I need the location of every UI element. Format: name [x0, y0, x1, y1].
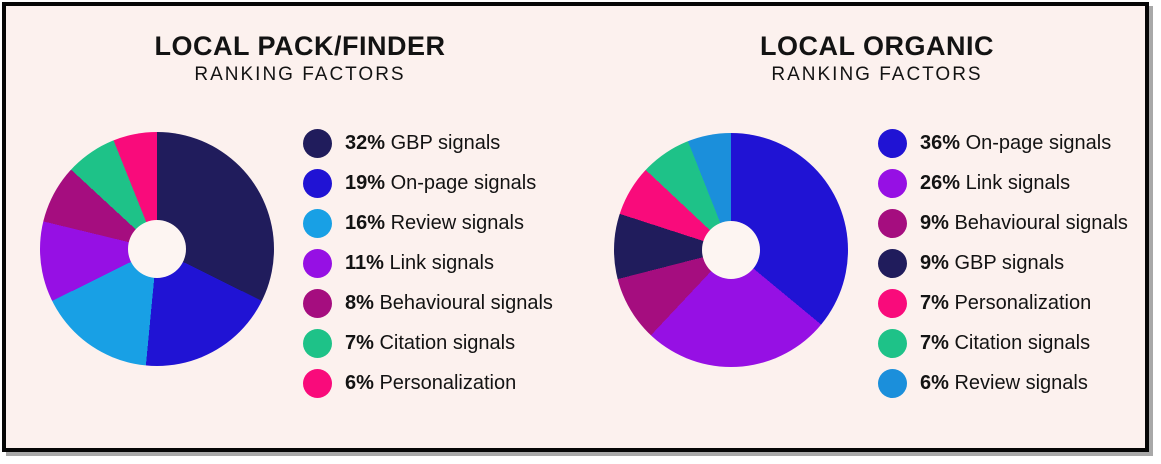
legend-label: 36% On-page signals — [920, 131, 1112, 154]
legend-label: 9% GBP signals — [920, 251, 1065, 274]
legend-label: 19% On-page signals — [345, 171, 537, 194]
legend-color-dot — [303, 288, 332, 318]
local-organic-legend: 36% On-page signals 26% Link signals 9% Be… — [878, 123, 1128, 403]
local-organic-subtitle: RANKING FACTORS — [771, 63, 983, 85]
local-pack-subtitle: RANKING FACTORS — [194, 63, 406, 85]
legend-label: 26% Link signals — [920, 171, 1071, 194]
legend-item: 19% On-page signals — [303, 163, 553, 203]
legend-item: 32% GBP signals — [303, 123, 553, 163]
legend-item: 7% Personalization — [878, 283, 1128, 323]
legend-label: 6% Personalization — [345, 371, 517, 394]
legend-color-dot — [878, 168, 907, 198]
legend-item: 16% Review signals — [303, 203, 553, 243]
legend-color-dot — [878, 328, 907, 358]
legend-color-dot — [303, 128, 332, 158]
donut-hole — [702, 221, 760, 279]
legend-item: 9% Behavioural signals — [878, 203, 1128, 243]
legend-item: 7% Citation signals — [303, 323, 553, 363]
legend-color-dot — [878, 248, 907, 278]
donut-hole — [128, 220, 186, 278]
legend-color-dot — [303, 208, 332, 238]
legend-color-dot — [303, 328, 332, 358]
legend-item: 9% GBP signals — [878, 243, 1128, 283]
legend-label: 9% Behavioural signals — [920, 211, 1128, 234]
legend-color-dot — [303, 368, 332, 398]
local-pack-donut-chart — [40, 132, 274, 366]
legend-item: 11% Link signals — [303, 243, 553, 283]
legend-item: 26% Link signals — [878, 163, 1128, 203]
legend-item: 8% Behavioural signals — [303, 283, 553, 323]
legend-label: 7% Citation signals — [920, 331, 1091, 354]
local-pack-title: LOCAL PACK/FINDER — [154, 31, 446, 61]
local-organic-title: LOCAL ORGANIC — [760, 31, 994, 61]
legend-label: 7% Citation signals — [345, 331, 516, 354]
legend-color-dot — [878, 288, 907, 318]
chart-frame: LOCAL PACK/FINDER RANKING FACTORS LOCAL … — [2, 2, 1149, 452]
local-organic-donut-chart — [614, 133, 848, 367]
legend-item: 6% Review signals — [878, 363, 1128, 403]
local-pack-legend: 32% GBP signals 19% On-page signals 16% Re… — [303, 123, 553, 403]
legend-item: 7% Citation signals — [878, 323, 1128, 363]
legend-label: 16% Review signals — [345, 211, 524, 234]
legend-item: 36% On-page signals — [878, 123, 1128, 163]
legend-item: 6% Personalization — [303, 363, 553, 403]
legend-color-dot — [878, 128, 907, 158]
legend-label: 8% Behavioural signals — [345, 291, 553, 314]
legend-color-dot — [878, 208, 907, 238]
legend-label: 32% GBP signals — [345, 131, 501, 154]
local-pack-header: LOCAL PACK/FINDER RANKING FACTORS — [120, 31, 480, 86]
legend-label: 7% Personalization — [920, 291, 1092, 314]
legend-label: 11% Link signals — [345, 251, 494, 274]
legend-label: 6% Review signals — [920, 371, 1088, 394]
legend-color-dot — [303, 248, 332, 278]
local-organic-header: LOCAL ORGANIC RANKING FACTORS — [697, 31, 1057, 86]
legend-color-dot — [303, 168, 332, 198]
legend-color-dot — [878, 368, 907, 398]
